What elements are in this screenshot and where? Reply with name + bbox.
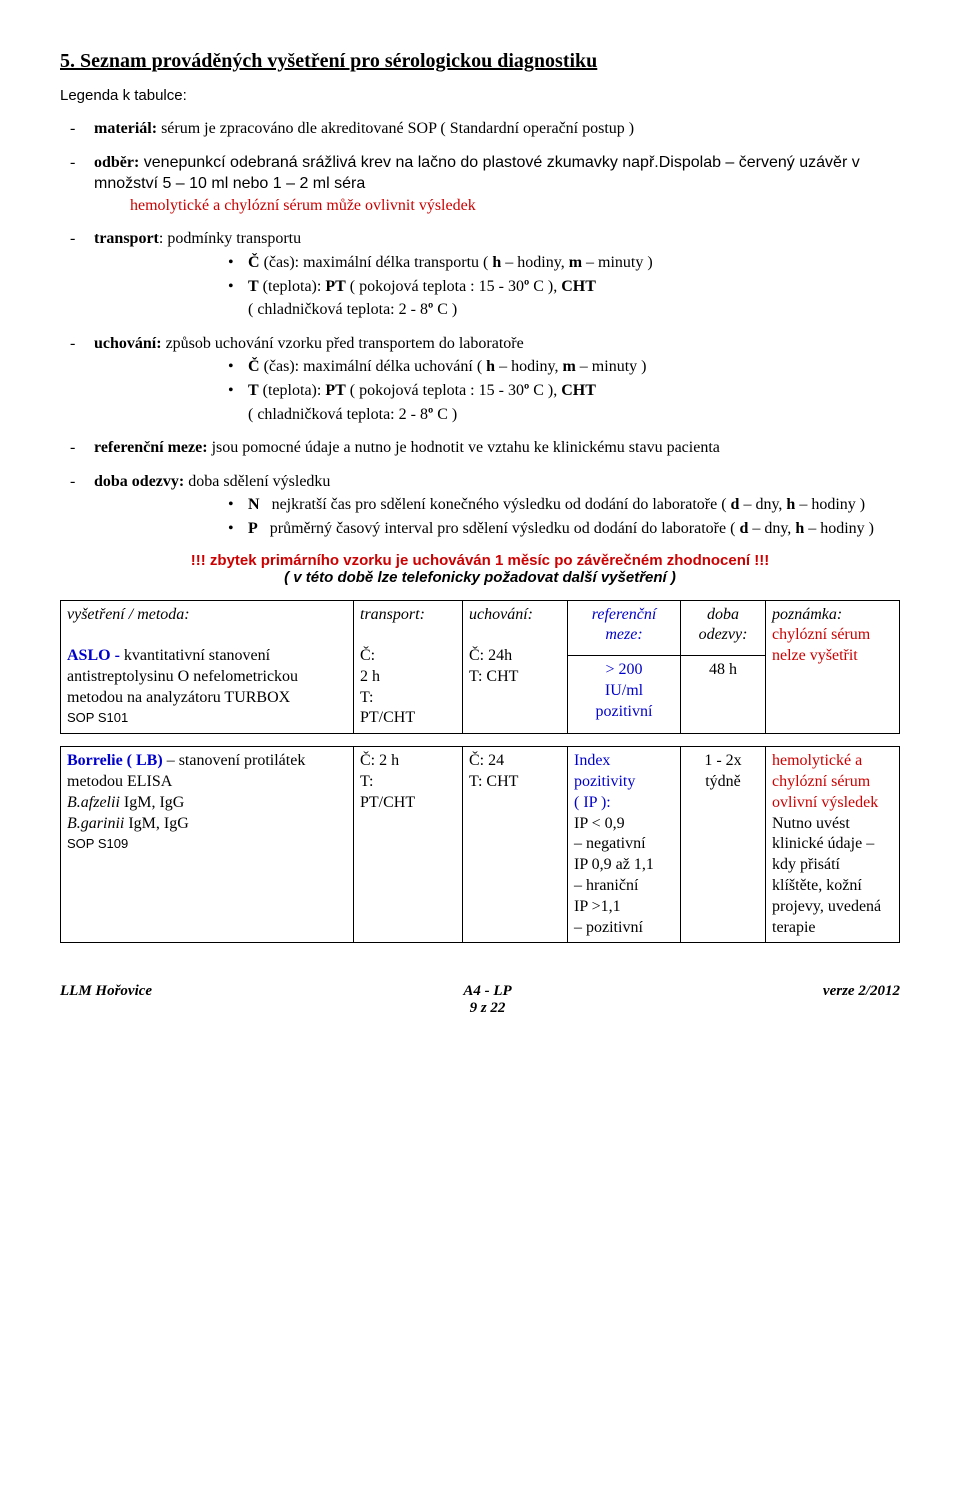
footer-left: LLM Hořovice bbox=[60, 983, 152, 1017]
label: odběr: bbox=[94, 154, 139, 171]
text: způsob uchování vzorku před transportem … bbox=[162, 335, 524, 352]
label: transport bbox=[94, 230, 159, 247]
cell: transport: Č:2 hT:PT/CHT bbox=[354, 600, 463, 734]
cell: Č: 2 hT:PT/CHT bbox=[354, 747, 463, 943]
cell: vyšetření / metoda: ASLO - kvantitativní… bbox=[61, 600, 354, 734]
label: doba odezvy: bbox=[94, 473, 184, 490]
legend-item-transport: transport: podmínky transportu ČČ (čas):… bbox=[60, 228, 900, 320]
text: sérum je zpracováno dle akreditované SOP… bbox=[157, 120, 634, 137]
paren: ( chladničková teplota: 2 - 8º C ) bbox=[248, 299, 900, 321]
legend-item-material: materiál: sérum je zpracováno dle akredi… bbox=[60, 118, 900, 140]
paren: ( chladničková teplota: 2 - 8º C ) bbox=[248, 404, 900, 426]
legend-item-uchovani: uchování: způsob uchování vzorku před tr… bbox=[60, 333, 900, 425]
cell: hemolytické a chylózní sérum ovlivní výs… bbox=[766, 747, 900, 943]
bullet: N nejkratší čas pro sdělení konečného vý… bbox=[224, 494, 900, 516]
cell: > 200IU/mlpozitivní bbox=[568, 655, 681, 733]
cell: Index pozitivity( IP ):IP < 0,9– negativ… bbox=[568, 747, 681, 943]
cell: 48 h bbox=[681, 655, 766, 733]
legend-item-doba: doba odezvy: doba sdělení výsledku N nej… bbox=[60, 471, 900, 540]
table-row: vyšetření / metoda: ASLO - kvantitativní… bbox=[61, 600, 900, 655]
text: : podmínky transportu bbox=[159, 230, 301, 247]
cell: doba odezvy: bbox=[681, 600, 766, 655]
page-footer: LLM Hořovice A4 - LP9 z 22 verze 2/2012 bbox=[60, 983, 900, 1017]
label: uchování: bbox=[94, 335, 162, 352]
legend-item-odber: odběr: venepunkcí odebraná srážlivá krev… bbox=[60, 152, 900, 217]
table-2: Borrelie ( LB) – stanovení protilátek me… bbox=[60, 746, 900, 943]
footer-right: verze 2/2012 bbox=[823, 983, 900, 1017]
odber-warning: hemolytické a chylózní sérum může ovlivn… bbox=[130, 197, 476, 214]
label: materiál: bbox=[94, 120, 157, 137]
cell: Borrelie ( LB) – stanovení protilátek me… bbox=[61, 747, 354, 943]
note-line: ( v této době lze telefonicky požadovat … bbox=[60, 569, 900, 586]
cell: 1 - 2x týdně bbox=[681, 747, 766, 943]
text: jsou pomocné údaje a nutno je hodnotit v… bbox=[208, 439, 720, 456]
page-title: 5. Seznam prováděných vyšetření pro séro… bbox=[60, 50, 900, 73]
text: doba sdělení výsledku bbox=[184, 473, 330, 490]
legend-title: Legenda k tabulce: bbox=[60, 87, 900, 104]
bullet: T (teplota): PT ( pokojová teplota : 15 … bbox=[224, 276, 900, 298]
cell: referenční meze: bbox=[568, 600, 681, 655]
warning-line: !!! zbytek primárního vzorku je uchovává… bbox=[60, 552, 900, 569]
legend-item-refmeze: referenční meze: jsou pomocné údaje a nu… bbox=[60, 437, 900, 459]
bullet: T (teplota): PT ( pokojová teplota : 15 … bbox=[224, 380, 900, 402]
table-1: vyšetření / metoda: ASLO - kvantitativní… bbox=[60, 600, 900, 735]
table-row: Borrelie ( LB) – stanovení protilátek me… bbox=[61, 747, 900, 943]
label: referenční meze: bbox=[94, 439, 208, 456]
bullet: P průměrný časový interval pro sdělení v… bbox=[224, 518, 900, 540]
bullet: Č (čas): maximální délka uchování ( h – … bbox=[224, 356, 900, 378]
text: venepunkcí odebraná srážlivá krev na lač… bbox=[94, 154, 860, 193]
bullet: ČČ (čas): maximální délka transportu ( h… bbox=[224, 252, 900, 274]
footer-center: A4 - LP9 z 22 bbox=[463, 983, 511, 1017]
cell: poznámka: chylózní sérum nelze vyšetřit bbox=[766, 600, 900, 734]
legend-list: materiál: sérum je zpracováno dle akredi… bbox=[60, 118, 900, 540]
cell: uchování: Č: 24hT: CHT bbox=[463, 600, 568, 734]
cell: Č: 24T: CHT bbox=[463, 747, 568, 943]
